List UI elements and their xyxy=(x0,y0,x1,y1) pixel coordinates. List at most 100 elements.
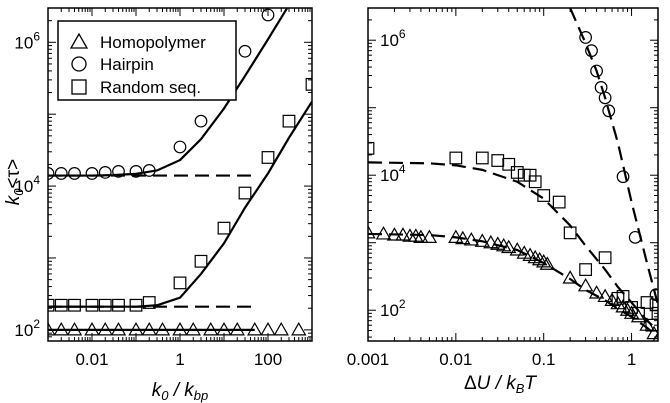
homopolymer-point xyxy=(604,292,620,306)
random-seq-point xyxy=(68,298,81,312)
homopolymer-point xyxy=(535,254,552,268)
svg-text:k0 / kbp: k0 / kbp xyxy=(152,380,209,403)
random-seq-point xyxy=(261,151,275,164)
random-seq-point xyxy=(523,168,537,182)
homopolymer-point xyxy=(97,321,113,336)
legend: Homopolymer Hairpin Random seq. xyxy=(57,20,237,101)
random-seq-point xyxy=(579,263,593,276)
homopolymer-point xyxy=(408,228,424,242)
hairpin-point xyxy=(194,114,208,128)
hairpin-point xyxy=(261,8,275,22)
homopolymer-point xyxy=(455,230,471,245)
homopolymer-point xyxy=(291,321,307,336)
random-seq-point xyxy=(194,254,208,268)
x-tick-label: 100 xyxy=(254,350,282,369)
homopolymer-point xyxy=(531,251,548,266)
svg-text:k0<τ>: k0<τ> xyxy=(3,159,26,205)
legend-item-hairpin: Hairpin xyxy=(71,55,154,74)
x-axis-label-left: k0 / kbp xyxy=(152,380,209,403)
hairpin-point xyxy=(649,288,658,302)
homopolymer-point xyxy=(216,321,232,336)
hairpin-point xyxy=(129,165,143,178)
dashed-fit-line xyxy=(368,232,658,338)
homopolymer-point xyxy=(448,229,464,243)
legend-box xyxy=(57,20,237,101)
hairpin-point xyxy=(579,31,593,44)
hairpin-point xyxy=(585,44,598,58)
triangle-marker-icon xyxy=(69,32,89,49)
y-tick-label: 106 xyxy=(380,27,406,50)
random-seq-point xyxy=(305,77,312,91)
random-seq-point xyxy=(651,306,658,320)
hairpin-point xyxy=(616,170,630,184)
random-seq-point xyxy=(563,226,577,240)
solid-fit-line xyxy=(48,100,312,308)
legend-item-homopolymer: Homopolymer xyxy=(69,32,206,52)
square-marker-icon xyxy=(71,79,87,95)
y-axis-label-left: k0<τ> xyxy=(3,159,26,205)
homopolymer-point xyxy=(229,321,245,336)
hairpin-point xyxy=(238,44,252,58)
random-seq-point xyxy=(449,151,463,165)
random-seq-point xyxy=(475,151,489,165)
homopolymer-point xyxy=(630,308,647,323)
random-seq-point xyxy=(528,175,542,189)
random-seq-point xyxy=(616,290,630,303)
left-panel: 0.01 1 100 102 104 106 xyxy=(14,7,313,369)
homopolymer-point xyxy=(203,321,219,336)
random-seq-point xyxy=(537,189,551,202)
x-tick-label: 0.001 xyxy=(347,350,390,369)
hairpin-point xyxy=(590,64,603,78)
random-seq-point xyxy=(48,298,55,312)
hairpin-point xyxy=(602,104,616,118)
homopolymer-point xyxy=(597,288,613,303)
homopolymer-point xyxy=(527,249,543,264)
homopolymer-point xyxy=(273,321,289,336)
right-panel: 0.001 0.01 0.1 1 102 104 106 xyxy=(347,7,659,369)
homopolymer-point xyxy=(53,321,69,336)
x-tick-label: 1 xyxy=(627,350,636,369)
random-seq-point xyxy=(98,298,112,312)
legend-label: Hairpin xyxy=(100,55,154,74)
y-tick-label: 104 xyxy=(380,162,406,185)
legend-label: Random seq. xyxy=(100,78,201,97)
homopolymer-point xyxy=(375,226,392,240)
homopolymer-point xyxy=(483,234,499,249)
random-seq-point xyxy=(552,195,566,209)
data-layer xyxy=(48,8,312,336)
x-tick-label: 0.1 xyxy=(532,350,556,369)
homopolymer-point xyxy=(386,227,403,241)
random-seq-point xyxy=(54,298,68,312)
y-tick-label: 104 xyxy=(14,173,40,196)
x-tick-label: 1 xyxy=(175,350,184,369)
homopolymer-point xyxy=(577,277,594,292)
homopolymer-point xyxy=(623,305,640,319)
homopolymer-point xyxy=(539,256,556,270)
random-seq-point xyxy=(85,298,99,312)
random-seq-point xyxy=(510,166,524,179)
homopolymer-point xyxy=(128,321,144,336)
hairpin-point xyxy=(98,165,112,179)
homopolymer-point xyxy=(395,227,411,241)
dashed-fit-line xyxy=(569,8,658,306)
y-tick-label: 102 xyxy=(380,297,406,320)
hairpin-point xyxy=(68,167,81,180)
random-seq-point xyxy=(238,186,252,200)
homopolymer-point xyxy=(463,232,480,246)
homopolymer-point xyxy=(562,270,578,284)
homopolymer-point xyxy=(260,321,276,336)
homopolymer-point xyxy=(639,317,655,331)
random-seq-point xyxy=(142,296,156,309)
homopolymer-point xyxy=(368,224,376,239)
homopolymer-point xyxy=(501,239,517,254)
homopolymer-point xyxy=(84,321,100,336)
hairpin-point xyxy=(85,167,99,180)
hairpin-point xyxy=(173,140,187,154)
homopolymer-point xyxy=(652,331,658,341)
homopolymer-point xyxy=(474,233,491,247)
homopolymer-point xyxy=(588,285,605,299)
y-tick-label: 106 xyxy=(14,29,40,52)
hairpin-point xyxy=(48,167,55,180)
hairpin-point xyxy=(142,164,156,177)
